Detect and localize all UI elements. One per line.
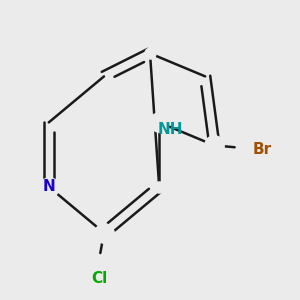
Text: N: N (42, 179, 55, 194)
Text: Cl: Cl (91, 272, 107, 286)
Text: NH: NH (158, 122, 183, 137)
Text: Br: Br (253, 142, 272, 158)
